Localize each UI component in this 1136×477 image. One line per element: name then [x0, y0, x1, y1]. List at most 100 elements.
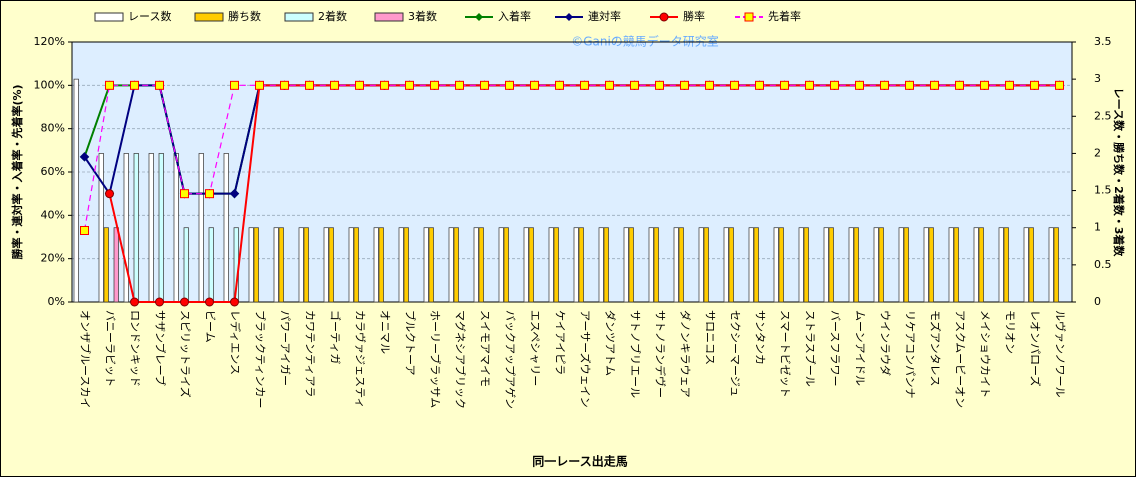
y-tick-label: 120%: [34, 35, 65, 48]
bar: [453, 227, 459, 303]
x-tick-label: ホーリーブラッサム: [429, 310, 443, 408]
bar: [113, 227, 119, 303]
x-tick-label: ルヴァンノワール: [1054, 310, 1068, 397]
bar: [253, 227, 259, 303]
y-axis-title: 勝率・連対率・入着率・先着率(%): [10, 84, 24, 259]
point: [1055, 80, 1064, 90]
point: [180, 189, 189, 199]
x-tick-label: ロンドンキッド: [129, 310, 142, 387]
bar: [398, 227, 404, 303]
x-axis-title: 同一レース出走馬: [532, 454, 627, 469]
x-tick-label: ウインラウダ: [879, 310, 893, 376]
x-tick-label: バニーラビット: [104, 310, 117, 387]
bar: [773, 227, 779, 303]
bar: [248, 227, 254, 303]
point: [230, 297, 239, 307]
point: [255, 80, 264, 90]
point: [355, 80, 364, 90]
point: [655, 80, 664, 90]
x-tick-label: バースフラワー: [829, 310, 842, 386]
point: [730, 80, 739, 90]
x-tick-label: サザンブレーブ: [154, 310, 168, 386]
line: [83, 84, 1060, 231]
bar: [578, 227, 584, 303]
bar: [923, 227, 929, 303]
bar: [478, 227, 484, 303]
y2-tick-label: 1.5: [1094, 184, 1112, 197]
point: [180, 297, 189, 307]
x-tick-label: アスクムービーオン: [954, 310, 967, 408]
bar: [548, 227, 554, 303]
bar: [898, 227, 904, 303]
point: [755, 80, 764, 90]
bar: [753, 227, 759, 303]
bar: [828, 227, 834, 303]
x-tick-label: アーサーズウェイン: [579, 310, 593, 408]
bar: [1003, 227, 1009, 303]
bar: [303, 227, 309, 303]
y2-axis-title: レース数・勝ち数・2着数・3着数: [1112, 88, 1126, 258]
bar: [328, 227, 334, 303]
bar: [373, 227, 379, 303]
x-tick-label: スピリットライズ: [179, 310, 193, 398]
point: [280, 80, 289, 90]
bar: [873, 227, 879, 303]
point: [530, 80, 539, 90]
bar: [823, 227, 829, 303]
legend-swatch: [284, 12, 314, 22]
bar: [648, 227, 654, 303]
bar: [528, 227, 534, 303]
y-tick-label: 100%: [34, 78, 65, 91]
point: [130, 80, 139, 90]
legend-label: 3着数: [408, 9, 437, 23]
bar: [423, 227, 429, 303]
bar: [428, 227, 434, 303]
point: [780, 80, 789, 90]
y-tick-label: 0%: [48, 295, 65, 308]
bar: [448, 227, 454, 303]
bar: [348, 227, 354, 303]
bar: [273, 227, 279, 303]
bar: [628, 227, 634, 303]
bar: [298, 227, 304, 303]
bar: [498, 227, 504, 303]
point: [480, 80, 489, 90]
x-tick-label: エスペシャリー: [529, 310, 542, 386]
y-tick-label: 80%: [41, 122, 65, 135]
point: [505, 80, 514, 90]
point: [380, 80, 389, 90]
bar: [998, 227, 1004, 303]
point: [555, 80, 564, 90]
bar: [123, 153, 129, 303]
x-tick-label: ダノンキラウェア: [679, 310, 693, 398]
legend-label: 2着数: [318, 9, 347, 23]
bar: [953, 227, 959, 303]
point: [155, 297, 164, 307]
point: [705, 80, 714, 90]
y2-tick-label: 3: [1094, 72, 1101, 85]
point: [1005, 80, 1014, 90]
x-tick-label: サトノブリエール: [629, 310, 643, 398]
bar: [698, 227, 704, 303]
bar: [183, 227, 189, 303]
bar: [573, 227, 579, 303]
y2-tick-label: 0: [1094, 295, 1101, 308]
bar: [903, 227, 909, 303]
bar: [73, 78, 79, 303]
plot-border: [71, 41, 1073, 303]
point: [430, 80, 439, 90]
point: [405, 80, 414, 90]
x-tick-label: ゴーティガ: [329, 310, 343, 364]
bar: [603, 227, 609, 303]
legend-label: 先着率: [768, 9, 801, 23]
bar: [703, 227, 709, 303]
point: [880, 80, 889, 90]
y2-tick-label: 3.5: [1094, 35, 1112, 48]
bar: [353, 227, 359, 303]
x-tick-label: ケイアイピラ: [554, 310, 567, 375]
bar: [503, 227, 509, 303]
legend-label: 勝ち数: [228, 9, 261, 23]
point: [330, 80, 339, 90]
point: [105, 189, 114, 199]
